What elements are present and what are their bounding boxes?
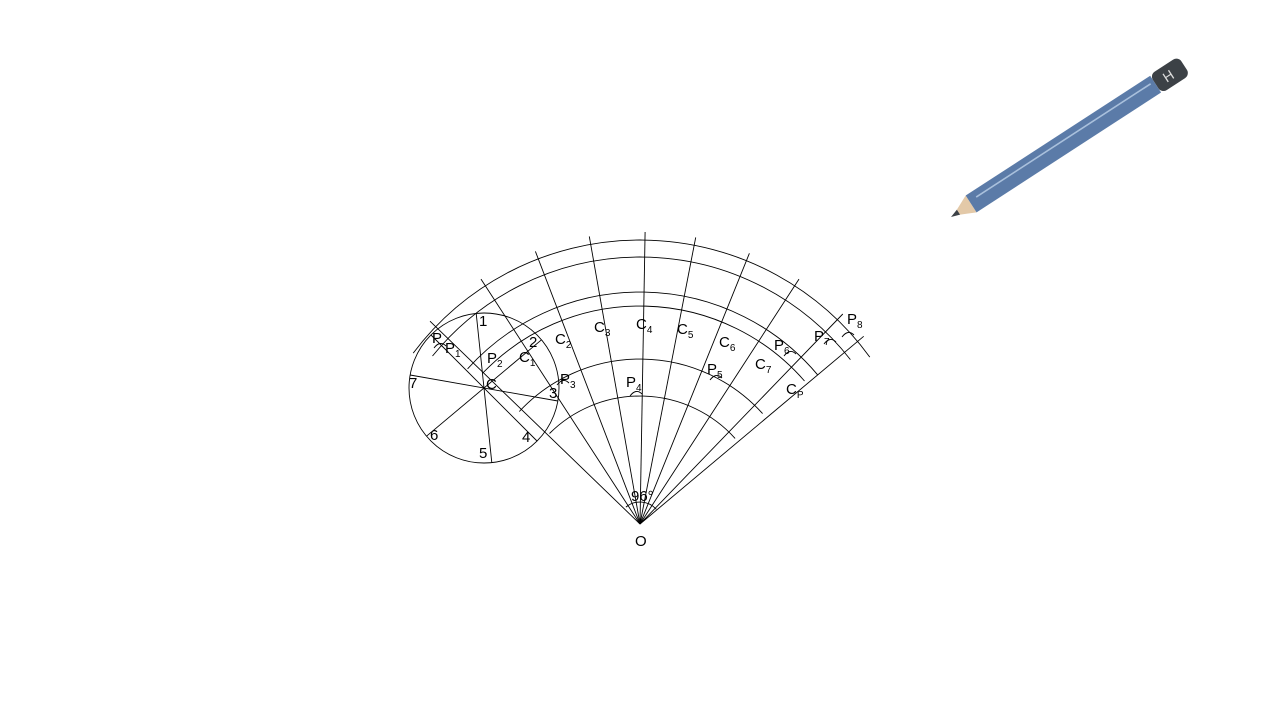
mid-arc [518, 358, 763, 414]
radial-line-0 [429, 320, 641, 525]
locus-tick-2 [629, 391, 643, 397]
division-label-2: 2 [529, 334, 537, 351]
radial-line-9 [639, 335, 864, 525]
pencil-lead [951, 209, 961, 217]
point-p7-label: P7 [814, 328, 830, 348]
locus-tick-1 [556, 380, 570, 386]
division-label-5: 5 [479, 445, 487, 462]
center-label-o: O [635, 533, 647, 550]
radial-line-7 [639, 278, 800, 525]
locus-arc-inner [482, 305, 805, 382]
locus-tick-5 [823, 339, 837, 345]
locus-tick-4 [783, 351, 797, 357]
point-p1-label: P1 [445, 340, 461, 360]
pencil-body [965, 75, 1162, 213]
point-c7-label: C7 [755, 356, 772, 376]
division-label-4: 4 [522, 429, 530, 446]
radial-line-3 [588, 236, 641, 525]
pencil-icon: H [951, 58, 1188, 217]
angle-arc [625, 501, 657, 510]
point-p3-label: P3 [560, 371, 576, 391]
radial-line-1 [480, 278, 641, 525]
radial-line-6 [639, 253, 750, 525]
point-c3-label: C3 [594, 319, 611, 339]
point-c1-label: C1 [519, 349, 536, 369]
point-cp-label: CP [786, 381, 804, 401]
point-p2-label: P2 [487, 350, 503, 370]
outer-arc [412, 239, 871, 358]
point-p4-label: P4 [626, 374, 642, 394]
construction-lines [408, 231, 871, 525]
point-c2-label: C2 [555, 331, 572, 351]
division-label-7: 7 [409, 375, 417, 392]
point-p-label: P [432, 330, 442, 347]
radial-line-4 [639, 231, 646, 525]
division-label-3: 3 [549, 385, 557, 402]
point-c6-label: C6 [719, 334, 736, 354]
rolling-circle [408, 312, 560, 464]
radial-line-5 [639, 237, 697, 525]
point-c5-label: C5 [677, 321, 694, 341]
locus-tick-6 [841, 332, 855, 338]
pencil-wood [956, 195, 977, 215]
locus-tick-3 [709, 375, 723, 381]
rolling-diameter-3 [430, 334, 538, 442]
division-label-6: 6 [430, 427, 438, 444]
locus-tick-0 [433, 343, 447, 349]
point-c4-label: C4 [636, 316, 653, 336]
point-p5-label: P5 [707, 361, 723, 381]
radial-line-8 [639, 313, 844, 525]
division-label-1: 1 [479, 313, 487, 330]
pencil-cap [1151, 58, 1188, 92]
rolling-center-label: C [486, 376, 497, 393]
point-p8-label: P8 [847, 311, 863, 331]
radial-line-2 [534, 251, 641, 525]
point-p6-label: P6 [774, 337, 790, 357]
pencil-highlight [975, 83, 1152, 198]
angle-label: 96° [631, 488, 654, 505]
base-arc [549, 395, 736, 439]
outer-limit-arc [432, 256, 851, 360]
